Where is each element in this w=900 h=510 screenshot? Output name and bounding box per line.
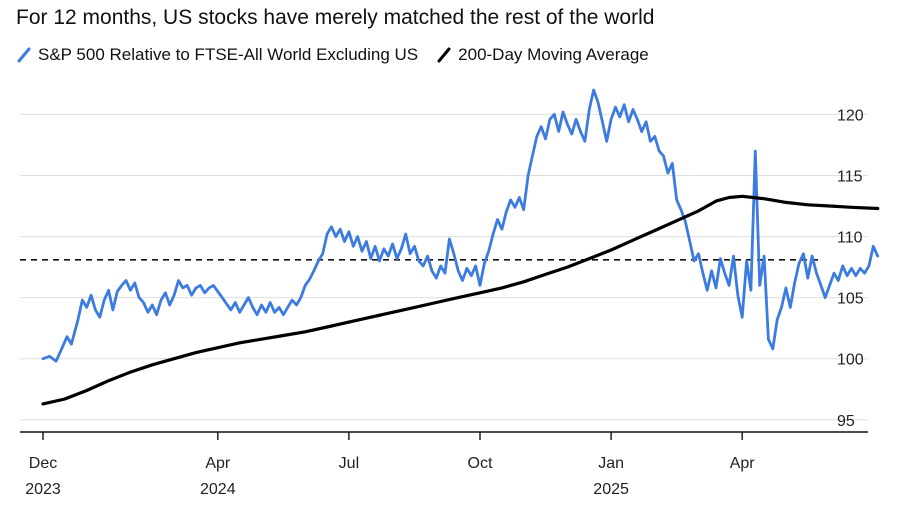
y-tick-label-115: 115 <box>837 169 863 186</box>
y-axis: 95 100 105 110 115 120 <box>837 107 864 429</box>
y-tick-label-95: 95 <box>837 413 855 430</box>
x-tick-label-dec-2023: Dec <box>29 455 57 472</box>
y-tick-label-100: 100 <box>837 352 864 369</box>
legend-item-moving-average: 200-Day Moving Average <box>436 45 649 65</box>
chart-legend: S&P 500 Relative to FTSE-All World Exclu… <box>16 44 667 66</box>
series-line-sp500-relative <box>41 88 880 363</box>
chart-title: For 12 months, US stocks have merely mat… <box>16 6 655 29</box>
x-tick-year-2023-0: 2023 <box>25 481 61 498</box>
legend-label-sp500-relative: S&P 500 Relative to FTSE-All World Exclu… <box>38 45 419 64</box>
x-tick-year-2025-4: 2025 <box>593 481 629 498</box>
y-tick-label-120: 120 <box>837 107 864 124</box>
legend-swatch-blue-line <box>17 47 31 63</box>
x-tick-label-oct: Oct <box>468 455 493 472</box>
x-tick-label-apr: Apr <box>730 455 756 472</box>
x-axis: Dec 2023 Apr 2024 Jul Oct Jan 2025 Apr <box>20 431 868 498</box>
y-tick-label-110: 110 <box>837 230 863 247</box>
legend-swatch-black-line <box>437 47 451 63</box>
x-tick-label-jan-2025: Jan <box>598 455 624 472</box>
x-tick-label-jul: Jul <box>339 455 359 472</box>
x-tick-label-apr-2024: Apr <box>205 455 231 472</box>
series-group <box>41 88 880 406</box>
legend-label-moving-average: 200-Day Moving Average <box>458 45 649 64</box>
gridlines <box>20 113 868 421</box>
legend-item-sp500-relative: S&P 500 Relative to FTSE-All World Exclu… <box>16 45 418 65</box>
y-tick-label-105: 105 <box>837 291 864 308</box>
x-tick-year-2024-1: 2024 <box>200 481 236 498</box>
series-line-moving-average <box>41 194 880 406</box>
